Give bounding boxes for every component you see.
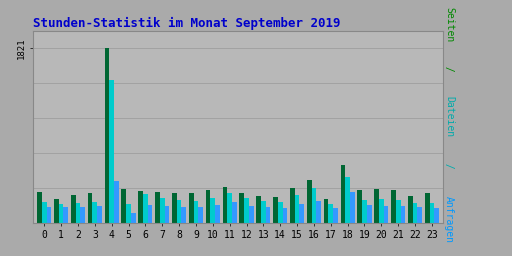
Bar bbox=[316, 201, 321, 223]
Bar bbox=[232, 202, 237, 223]
Bar bbox=[266, 207, 270, 223]
Bar bbox=[333, 208, 338, 223]
Bar bbox=[54, 199, 59, 223]
Bar bbox=[345, 177, 350, 223]
Bar bbox=[198, 207, 203, 223]
Bar bbox=[273, 197, 278, 223]
Bar bbox=[408, 196, 413, 223]
Bar bbox=[210, 198, 215, 223]
Bar bbox=[367, 205, 372, 223]
Bar bbox=[357, 190, 362, 223]
Bar bbox=[312, 188, 316, 223]
Bar bbox=[290, 188, 295, 223]
Bar bbox=[362, 200, 367, 223]
Bar bbox=[63, 207, 68, 223]
Bar bbox=[257, 196, 261, 223]
Text: /: / bbox=[444, 60, 454, 77]
Bar bbox=[396, 200, 400, 223]
Bar bbox=[328, 204, 333, 223]
Bar bbox=[340, 165, 345, 223]
Text: Anfragen: Anfragen bbox=[444, 196, 454, 243]
Bar bbox=[240, 194, 244, 223]
Bar bbox=[172, 194, 177, 223]
Bar bbox=[194, 201, 198, 223]
Text: /: / bbox=[444, 157, 454, 174]
Bar bbox=[430, 202, 434, 223]
Bar bbox=[189, 193, 194, 223]
Bar bbox=[261, 201, 266, 223]
Bar bbox=[131, 213, 136, 223]
Bar bbox=[71, 195, 76, 223]
Bar bbox=[109, 80, 114, 223]
Bar bbox=[391, 190, 396, 223]
Bar bbox=[249, 206, 253, 223]
Bar bbox=[223, 187, 227, 223]
Bar bbox=[143, 194, 148, 223]
Text: Stunden-Statistik im Monat September 2019: Stunden-Statistik im Monat September 201… bbox=[33, 16, 341, 29]
Bar bbox=[400, 206, 406, 223]
Bar bbox=[278, 202, 283, 223]
Bar bbox=[181, 207, 186, 223]
Bar bbox=[42, 202, 47, 223]
Bar bbox=[425, 194, 430, 223]
Bar bbox=[93, 202, 97, 223]
Bar bbox=[300, 204, 304, 223]
Bar bbox=[350, 193, 355, 223]
Bar bbox=[413, 203, 417, 223]
Bar bbox=[307, 180, 312, 223]
Bar bbox=[121, 189, 126, 223]
Text: Dateien: Dateien bbox=[444, 97, 454, 137]
Bar bbox=[324, 199, 328, 223]
Bar bbox=[47, 207, 51, 223]
Bar bbox=[227, 194, 232, 223]
Bar bbox=[148, 205, 153, 223]
Bar bbox=[215, 205, 220, 223]
Bar bbox=[177, 200, 181, 223]
Bar bbox=[374, 189, 379, 223]
Bar bbox=[383, 206, 389, 223]
Bar bbox=[206, 190, 210, 223]
Bar bbox=[244, 198, 249, 223]
Bar bbox=[37, 192, 42, 223]
Bar bbox=[80, 207, 85, 223]
Bar bbox=[97, 206, 102, 223]
Bar bbox=[155, 193, 160, 223]
Bar bbox=[114, 182, 119, 223]
Bar bbox=[295, 195, 300, 223]
Bar bbox=[379, 199, 383, 223]
Bar bbox=[283, 208, 287, 223]
Bar bbox=[434, 208, 439, 223]
Bar bbox=[88, 194, 93, 223]
Bar bbox=[138, 190, 143, 223]
Bar bbox=[59, 204, 63, 223]
Text: Seiten: Seiten bbox=[444, 7, 454, 42]
Bar bbox=[126, 204, 131, 223]
Bar bbox=[164, 206, 169, 223]
Bar bbox=[76, 202, 80, 223]
Bar bbox=[160, 198, 164, 223]
Bar bbox=[417, 207, 422, 223]
Bar bbox=[104, 48, 109, 223]
